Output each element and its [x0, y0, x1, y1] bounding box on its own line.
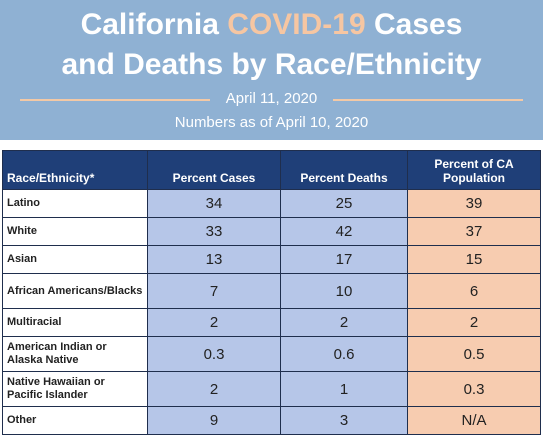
- report-date: April 11, 2020: [225, 90, 318, 107]
- title-part-2: Cases: [365, 8, 463, 41]
- row-label: American Indian or Alaska Native: [2, 336, 148, 372]
- cases-cell: 13: [147, 245, 281, 274]
- deaths-cell: 42: [280, 217, 408, 246]
- table-row: Multiracial 2 2 2: [2, 308, 541, 337]
- table-row: American Indian or Alaska Native 0.3 0.6…: [2, 336, 541, 372]
- deaths-cell: 2: [280, 308, 408, 337]
- row-label: Latino: [2, 189, 148, 218]
- row-label: Multiracial: [2, 308, 148, 337]
- cases-cell: 34: [147, 189, 281, 218]
- population-cell: 6: [407, 273, 541, 309]
- table-row: Asian 13 17 15: [2, 245, 541, 274]
- cases-cell: 9: [147, 406, 281, 435]
- population-cell: 2: [407, 308, 541, 337]
- title-line-1: California COVID-19 Cases: [0, 8, 543, 42]
- row-label: Native Hawaiian or Pacific Islander: [2, 371, 148, 407]
- deaths-cell: 25: [280, 189, 408, 218]
- population-cell: 37: [407, 217, 541, 246]
- deaths-cell: 1: [280, 371, 408, 407]
- population-cell: 15: [407, 245, 541, 274]
- table-row: White 33 42 37: [2, 217, 541, 246]
- population-cell: 39: [407, 189, 541, 218]
- population-cell: 0.3: [407, 371, 541, 407]
- cases-cell: 33: [147, 217, 281, 246]
- deaths-cell: 3: [280, 406, 408, 435]
- row-label: Other: [2, 406, 148, 435]
- column-header-cases: Percent Cases: [147, 150, 281, 190]
- title-banner: California COVID-19 Cases and Deaths by …: [0, 0, 543, 140]
- data-table: Race/Ethnicity* Percent Cases Percent De…: [2, 150, 541, 435]
- cases-cell: 2: [147, 308, 281, 337]
- cases-cell: 2: [147, 371, 281, 407]
- divider-left: [20, 99, 210, 101]
- header-row: Race/Ethnicity* Percent Cases Percent De…: [2, 150, 541, 190]
- as-of-date: Numbers as of April 10, 2020: [174, 114, 369, 131]
- row-label: Asian: [2, 245, 148, 274]
- column-header-deaths: Percent Deaths: [280, 150, 408, 190]
- deaths-cell: 0.6: [280, 336, 408, 372]
- row-label: White: [2, 217, 148, 246]
- table-row: Other 9 3 N/A: [2, 406, 541, 435]
- column-header-race: Race/Ethnicity*: [2, 150, 148, 190]
- table-row: African Americans/Blacks 7 10 6: [2, 273, 541, 309]
- divider-right: [333, 99, 523, 101]
- cases-cell: 0.3: [147, 336, 281, 372]
- title-line-2: and Deaths by Race/Ethnicity: [61, 48, 482, 81]
- population-cell: N/A: [407, 406, 541, 435]
- population-cell: 0.5: [407, 336, 541, 372]
- row-label: African Americans/Blacks: [2, 273, 148, 309]
- title-accent: COVID-19: [227, 8, 366, 41]
- title-part-1: California: [80, 8, 228, 41]
- table-row: Native Hawaiian or Pacific Islander 2 1 …: [2, 371, 541, 407]
- table-row: Latino 34 25 39: [2, 189, 541, 218]
- deaths-cell: 17: [280, 245, 408, 274]
- column-header-population: Percent of CA Population: [407, 150, 541, 190]
- deaths-cell: 10: [280, 273, 408, 309]
- cases-cell: 7: [147, 273, 281, 309]
